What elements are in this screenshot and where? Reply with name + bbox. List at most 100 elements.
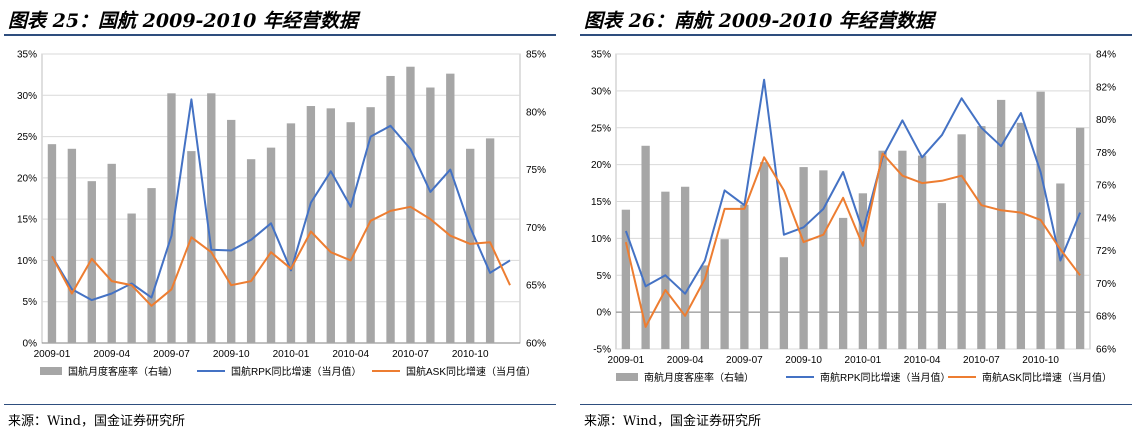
load-factor-bar [187,151,196,343]
load-factor-bar [266,147,276,343]
load-factor-bar [326,108,335,343]
right-axis-tick-label: 74% [1096,213,1116,224]
load-factor-bar [167,93,176,343]
x-axis-tick-label: 2009-10 [213,349,250,360]
legend-label: 国航RPK同比增速（当月值） [231,365,362,378]
chart-guohang: 0% 5% 10% 15% 20% 25% 30% 35% 60% 65% 70% 75% 80% 85%… [17,50,546,379]
load-factor-bar [67,148,77,343]
load-factor-bar [898,150,907,349]
right-axis-tick-label: 72% [1096,246,1116,257]
right-axis-tick-label: 80% [1096,115,1116,126]
right-axis-tick-label: 66% [1096,345,1116,356]
ask-growth-line [51,205,511,307]
left-axis-tick-label: 0% [597,308,612,319]
x-axis-tick-label: 2010-10 [452,349,489,360]
x-axis-tick-label: 2010-04 [904,355,941,366]
legend-label: 南航RPK同比增速（当月值） [820,371,951,382]
load-factor-bar [87,181,96,343]
figure-title: 图表 25：国航 2009-2010 年经营数据 [8,10,358,32]
source-note: 来源：Wind，国金证券研究所 [584,414,761,429]
legend-swatch-bar [616,373,638,381]
load-factor-bar [246,159,256,343]
load-factor-bar [799,167,808,349]
load-factor-bar [485,138,495,343]
load-factor-bar [740,204,749,349]
load-factor-bar [1056,183,1065,349]
x-axis-tick-label: 2009-07 [726,355,763,366]
x-axis-tick-label: 2009-04 [93,349,130,360]
x-axis-tick-label: 2009-01 [34,349,71,360]
load-factor-bar [700,265,710,349]
source-divider [580,404,1132,405]
legend-swatch-bar [40,367,62,375]
left-axis-tick-label: 20% [17,173,37,184]
right-axis-tick-label: 70% [526,223,546,234]
left-axis-tick-label: 35% [591,50,611,61]
left-axis-tick-label: 35% [17,50,37,61]
left-axis-tick-label: 30% [591,86,611,97]
left-axis-tick-label: 15% [17,215,37,226]
right-axis-tick-label: 82% [1096,82,1116,93]
right-axis-tick-label: 65% [526,281,546,292]
load-factor-bar [917,155,927,349]
left-axis-tick-label: 5% [597,271,612,282]
chart-nanhang: -5% 0% 5% 10% 15% 20% 25% 30% 35% 66% 68% 70% 72% 74%… [591,50,1116,383]
x-axis-tick-label: 2009-01 [608,355,645,366]
right-axis-tick-label: 78% [1096,148,1116,159]
load-factor-bar [366,107,375,344]
right-axis-tick-label: 76% [1096,181,1116,192]
load-factor-bar [446,73,455,343]
x-axis-tick-label: 2010-04 [332,349,369,360]
load-factor-bar [661,191,670,349]
load-factor-bar [996,99,1006,349]
load-factor-bar [937,203,947,349]
source-divider [4,404,556,405]
left-axis-tick-label: 5% [23,297,38,308]
load-factor-bar [426,87,435,343]
rpk-growth-line [51,98,511,302]
figure-title: 图表 26：南航 2009-2010 年经营数据 [584,10,934,32]
load-factor-bar [207,93,216,343]
left-axis-tick-label: 25% [591,123,611,134]
title-divider [580,34,1132,36]
load-factor-bar [406,66,415,343]
load-factor-bar [621,209,631,349]
legend-label: 国航ASK同比增速（当月值） [406,365,536,378]
load-factor-bar [957,134,966,349]
x-axis-tick-label: 2010-10 [1022,355,1059,366]
left-axis-tick-label: -5% [593,345,611,356]
load-factor-bar [386,75,395,344]
x-axis-tick-label: 2010-01 [273,349,310,360]
right-axis-tick-label: 70% [1096,279,1116,290]
load-factor-bar [1075,127,1085,349]
left-axis-tick-label: 10% [17,256,37,267]
load-factor-bar [127,213,136,343]
rpk-growth-line [624,78,1082,295]
left-axis-tick-label: 10% [591,234,611,245]
load-factor-bar [107,163,116,343]
right-axis-tick-label: 75% [526,165,546,176]
load-factor-bar [720,239,729,349]
left-axis-tick-label: 20% [591,160,611,171]
right-axis-tick-label: 85% [526,50,546,61]
right-axis-tick-label: 60% [526,339,546,350]
load-factor-bar [838,217,848,349]
right-axis-tick-label: 68% [1096,312,1116,323]
load-factor-bar [1016,122,1026,349]
load-factor-bar [641,145,650,349]
x-axis-tick-label: 2010-07 [963,355,1000,366]
load-factor-bar [227,119,236,343]
legend-label: 南航月度客座率（右轴） [644,371,754,382]
x-axis-tick-label: 2010-07 [392,349,429,360]
x-axis-tick-label: 2009-10 [785,355,822,366]
load-factor-bar [858,193,868,349]
load-factor-bar [779,257,789,349]
load-factor-bar [977,126,986,349]
load-factor-bar [346,122,355,343]
source-note: 来源：Wind，国金证券研究所 [8,414,185,429]
load-factor-bar [819,170,828,349]
x-axis-tick-label: 2009-07 [153,349,190,360]
load-factor-bar [147,188,156,343]
load-factor-bar [306,106,316,344]
load-factor-bar [466,148,475,343]
